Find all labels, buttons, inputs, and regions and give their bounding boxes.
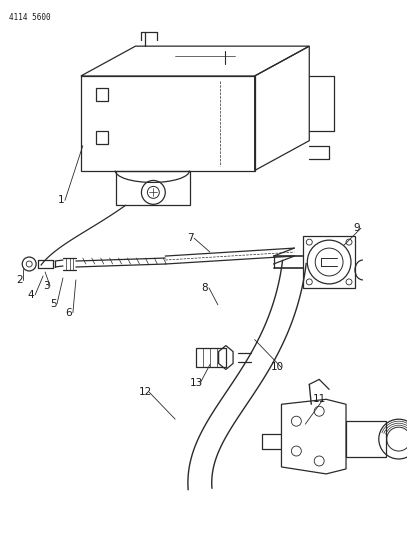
Text: 5: 5: [50, 299, 56, 309]
Text: 7: 7: [187, 233, 193, 243]
Text: 11: 11: [313, 394, 326, 405]
Text: 3: 3: [43, 281, 49, 291]
Text: 8: 8: [202, 283, 208, 293]
Text: 9: 9: [354, 223, 360, 233]
Text: 10: 10: [271, 362, 284, 373]
Text: 12: 12: [139, 387, 152, 397]
Text: 6: 6: [66, 308, 72, 318]
Text: 4114 5600: 4114 5600: [9, 13, 51, 22]
Text: 1: 1: [58, 196, 64, 205]
Text: 13: 13: [189, 378, 203, 389]
Text: 2: 2: [16, 275, 22, 285]
Text: 4: 4: [28, 290, 35, 300]
